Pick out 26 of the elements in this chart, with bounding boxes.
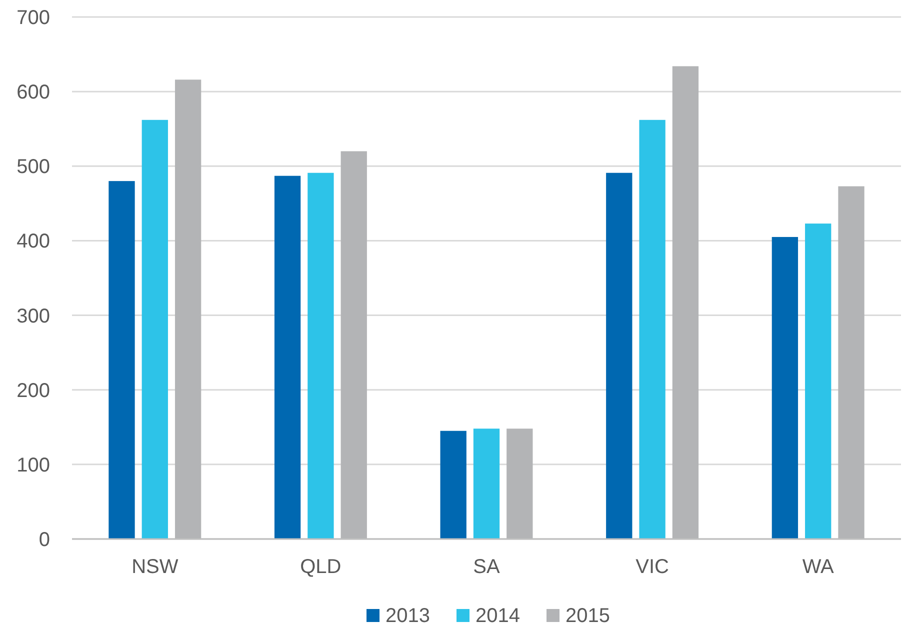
- bar: [108, 181, 135, 539]
- bar: [308, 172, 334, 539]
- bar: [274, 176, 301, 539]
- y-tick-label: 200: [16, 380, 50, 402]
- y-tick-label: 300: [16, 305, 50, 328]
- bar: [142, 120, 168, 539]
- x-tick-label: VIC: [636, 556, 669, 578]
- bar: [639, 120, 666, 539]
- y-tick-label: 400: [16, 230, 50, 253]
- bar: [606, 172, 632, 539]
- y-tick-label: 500: [16, 156, 50, 178]
- y-tick-label: 700: [16, 7, 50, 29]
- y-tick-label: 0: [38, 529, 50, 551]
- x-tick-label: NSW: [132, 556, 178, 578]
- x-tick-label: SA: [473, 556, 500, 578]
- x-tick-label: WA: [802, 556, 834, 578]
- bar: [772, 236, 798, 539]
- bar: [473, 428, 500, 539]
- x-tick-label: QLD: [300, 556, 342, 578]
- y-tick-label: 600: [16, 82, 50, 104]
- bar: [440, 430, 466, 539]
- legend-label: 2014: [476, 605, 520, 627]
- y-tick-label: 100: [16, 454, 50, 476]
- legend-label: 2015: [566, 605, 610, 627]
- legend-label: 2013: [386, 605, 430, 627]
- bar: [805, 224, 832, 539]
